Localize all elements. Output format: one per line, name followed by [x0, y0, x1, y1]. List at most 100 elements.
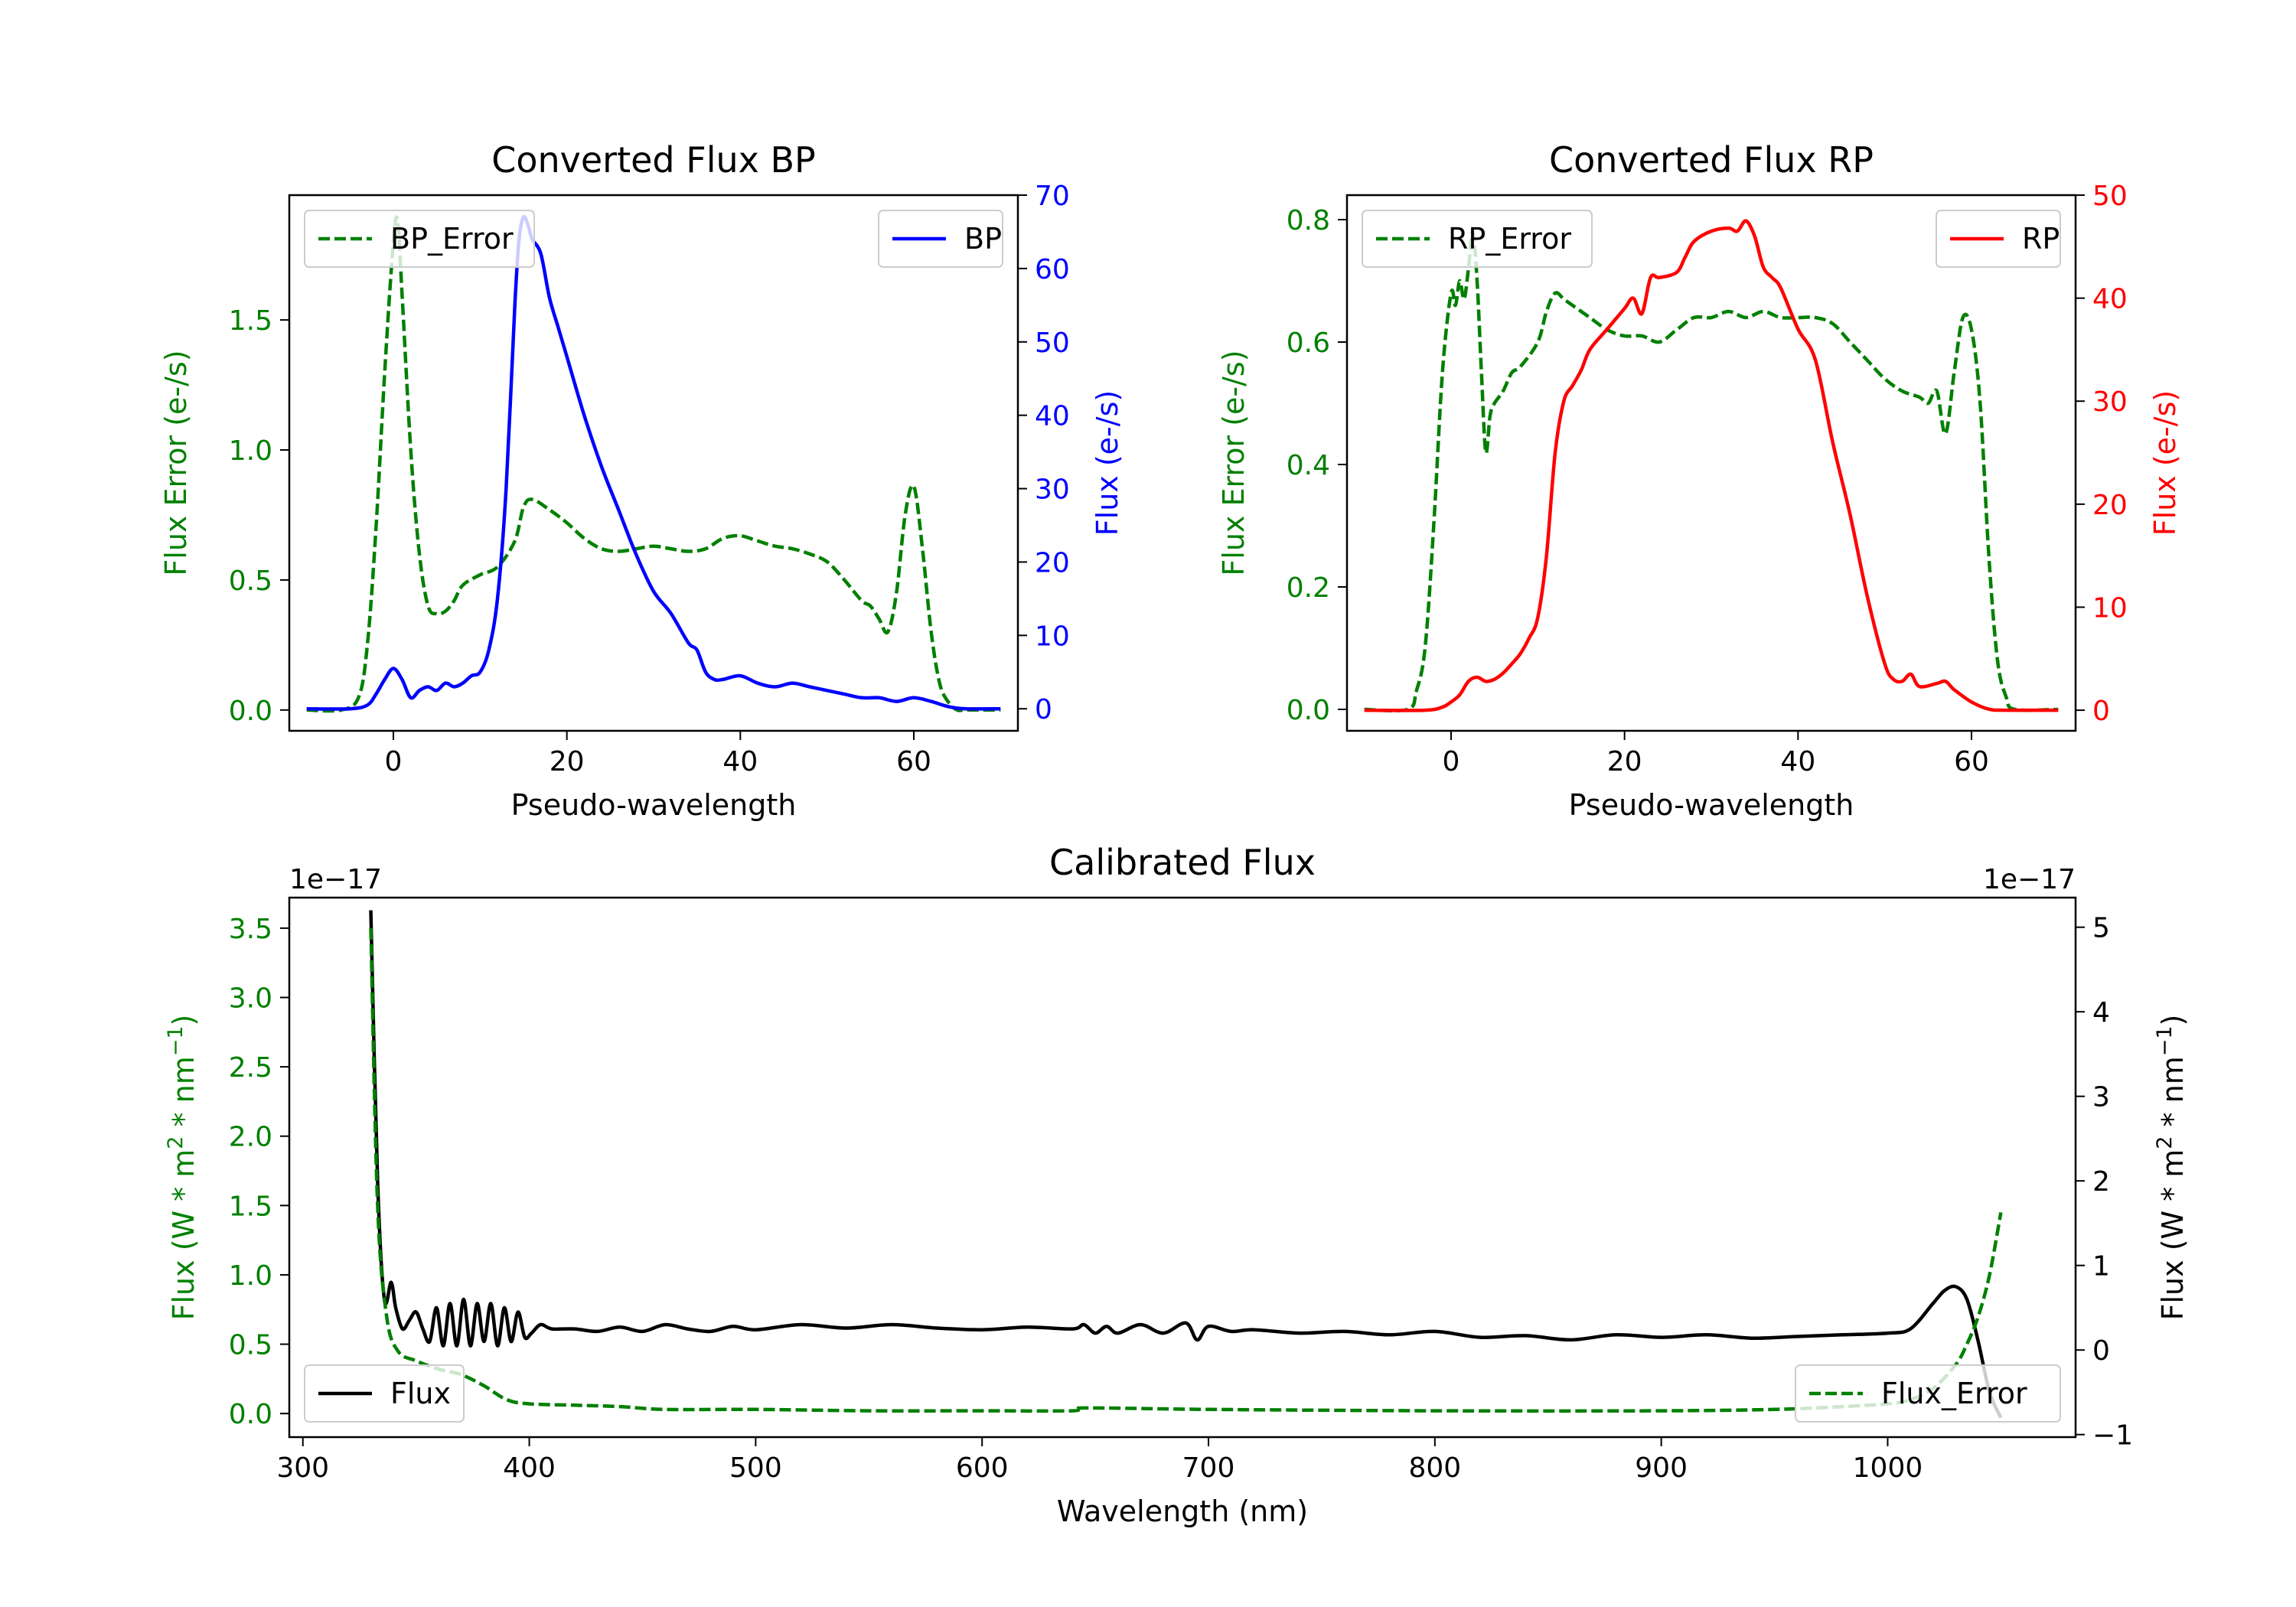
x-tick-label: 800 [1408, 1452, 1461, 1484]
y-left-axis-label-part: * nm [167, 1056, 201, 1136]
y-right-tick-label: 0 [2092, 1335, 2110, 1367]
x-tick-label: 0 [1443, 746, 1460, 777]
y-right-tick-label: 0 [1035, 694, 1052, 725]
series-line-bp [306, 214, 1001, 711]
y-left-tick-label: 3.5 [229, 914, 272, 945]
y-left-axis-label-part: Flux (W * m [167, 1149, 201, 1321]
x-tick-label: 40 [722, 746, 758, 777]
x-tick-label: 0 [385, 746, 403, 777]
legend-label: Flux [390, 1377, 451, 1410]
x-tick-label: 600 [956, 1452, 1009, 1484]
y-right-axis-label-part: 2 [2153, 1136, 2177, 1149]
y-left-axis-label: Flux (W * m2 * nm−1) [164, 1015, 201, 1321]
x-tick-label: 900 [1635, 1452, 1688, 1484]
axes-frame [288, 194, 1019, 732]
y-right-tick-label: −1 [2092, 1420, 2133, 1452]
panel-calibrated: 300 400 500 600 700 800 900 1000 0.0 0.5 1.0 1.5 2.0… [164, 842, 2190, 1528]
x-tick-label: 20 [1607, 746, 1642, 777]
series-line-bp-error [306, 215, 1001, 713]
panel-rp: 0 20 40 60 0.0 0.2 0.4 0.6 0.8 0 10 20 30 40 50 Convert… [1217, 139, 2182, 822]
y-left-tick-label: 1.5 [229, 1191, 272, 1222]
y-right-tick-label: 1 [2092, 1251, 2110, 1283]
legend-label: RP [2022, 222, 2060, 256]
series-line-rp-error [1364, 230, 2059, 713]
chart-title: Converted Flux RP [1549, 139, 1874, 181]
legend-bp: BP [878, 210, 1003, 268]
x-tick-label: 400 [503, 1452, 556, 1484]
x-axis-label: Pseudo-wavelength [1569, 788, 1854, 822]
y-left-tick-label: 0.0 [229, 1399, 272, 1430]
x-tick-label: 300 [276, 1452, 329, 1484]
y-right-tick-label: 30 [2092, 386, 2128, 418]
y-right-axis-label-part: * nm [2156, 1056, 2190, 1136]
y-left-tick-label: 0.2 [1287, 572, 1330, 604]
legend-flux-error: Flux_Error [1795, 1364, 2061, 1423]
x-tick-label: 20 [550, 746, 585, 777]
y-right-scale-label: 1e−17 [1983, 864, 2076, 895]
legend-label: RP_Error [1448, 222, 1571, 256]
y-right-tick-label: 40 [1035, 401, 1070, 432]
axes-frame [1345, 194, 2077, 732]
y-left-tick-label: 1.5 [229, 305, 272, 337]
y-right-tick-label: 20 [1035, 547, 1070, 579]
legend-box [1795, 1364, 2061, 1423]
y-right-tick-label: 10 [1035, 621, 1070, 652]
y-right-axis-label: Flux (W * m2 * nm−1) [2153, 1015, 2190, 1321]
y-left-axis-label: Flux Error (e-/s) [159, 350, 193, 575]
y-left-axis-label: Flux Error (e-/s) [1217, 350, 1251, 575]
y-left-tick-label: 3.0 [229, 983, 272, 1014]
y-right-axis-label-part: Flux (W * m [2156, 1149, 2190, 1321]
y-left-tick-label: 1.0 [229, 1260, 272, 1292]
x-axis-label: Pseudo-wavelength [511, 788, 797, 822]
y-left-tick-label: 0.0 [1287, 695, 1330, 726]
legend-label: BP_Error [390, 222, 514, 256]
y-left-tick-label: 2.5 [229, 1052, 272, 1084]
legend-box [304, 1364, 465, 1423]
y-right-tick-label: 50 [2092, 181, 2128, 212]
y-left-axis-label-part: 2 [164, 1136, 188, 1149]
y-right-tick-label: 10 [2092, 592, 2128, 624]
series-line-rp [1364, 219, 2059, 712]
y-left-tick-label: 0.6 [1287, 328, 1330, 359]
legend-rp-error: RP_Error [1362, 210, 1593, 268]
y-left-scale-label: 1e−17 [289, 864, 382, 895]
legend-label: Flux_Error [1881, 1377, 2027, 1410]
y-left-tick-label: 0.5 [229, 1330, 272, 1361]
y-right-tick-label: 50 [1035, 328, 1070, 359]
legend-box [1362, 210, 1593, 268]
y-left-tick-label: 2.0 [229, 1122, 272, 1153]
x-tick-label: 500 [729, 1452, 782, 1484]
y-right-tick-label: 4 [2092, 997, 2110, 1028]
legend-bp-error: BP_Error [304, 210, 535, 268]
y-left-axis-label-part: −1 [164, 1025, 188, 1056]
y-right-tick-label: 5 [2092, 913, 2110, 944]
y-right-axis-label: Flux (e-/s) [2148, 390, 2182, 536]
x-axis-label: Wavelength (nm) [1057, 1495, 1308, 1528]
x-tick-label: 1000 [1853, 1452, 1923, 1484]
chart-title: Calibrated Flux [1049, 842, 1316, 883]
y-right-tick-label: 30 [1035, 474, 1070, 506]
y-right-tick-label: 40 [2092, 284, 2128, 315]
y-left-axis-label-part: ) [167, 1015, 201, 1026]
y-right-tick-label: 60 [1035, 254, 1070, 285]
y-right-tick-label: 70 [1035, 181, 1070, 212]
y-left-tick-label: 0.0 [229, 696, 272, 727]
y-left-tick-label: 0.5 [229, 566, 272, 597]
y-left-tick-label: 1.0 [229, 435, 272, 467]
series-line-flux [369, 910, 2003, 1419]
y-right-tick-label: 2 [2092, 1166, 2110, 1198]
x-tick-label: 700 [1182, 1452, 1235, 1484]
y-right-axis-label-part: ) [2156, 1015, 2190, 1026]
y-right-axis-label: Flux (e-/s) [1091, 390, 1124, 536]
y-right-axis-label-part: −1 [2153, 1025, 2177, 1056]
x-tick-label: 40 [1780, 746, 1815, 777]
legend-rp: RP [1936, 210, 2061, 268]
panel-bp: 0 20 40 60 0.0 0.5 1.0 1.5 0 10 20 30 40 50 60 70 Conver… [159, 139, 1124, 822]
y-right-tick-label: 0 [2092, 696, 2110, 727]
y-left-tick-label: 0.8 [1287, 205, 1330, 236]
y-right-tick-label: 20 [2092, 490, 2128, 521]
x-tick-label: 60 [1954, 746, 1989, 777]
y-left-tick-label: 0.4 [1287, 450, 1330, 481]
y-right-tick-label: 3 [2092, 1082, 2110, 1113]
